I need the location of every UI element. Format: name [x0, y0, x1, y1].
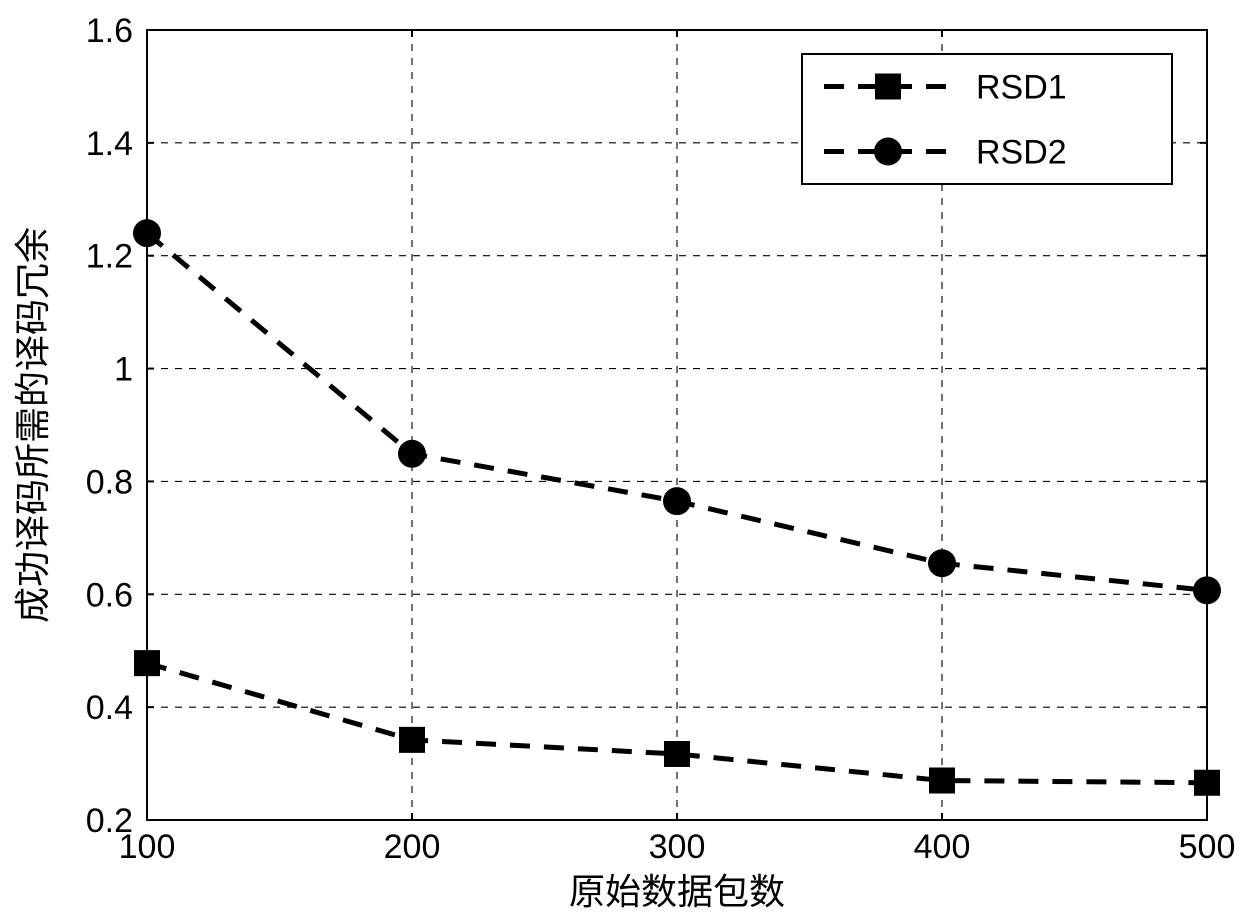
- circle-marker: [133, 219, 161, 247]
- x-tick-label: 400: [914, 828, 971, 866]
- circle-marker: [928, 549, 956, 577]
- x-tick-label: 200: [384, 828, 441, 866]
- y-tick-label: 1: [114, 351, 133, 389]
- legend-label: RSD2: [976, 134, 1067, 172]
- x-tick-label: 500: [1179, 828, 1236, 866]
- square-marker: [875, 74, 901, 100]
- y-tick-label: 0.4: [86, 689, 133, 727]
- y-tick-label: 0.6: [86, 576, 133, 614]
- legend-label: RSD1: [976, 69, 1067, 107]
- circle-marker: [398, 440, 426, 468]
- y-tick-label: 1.4: [86, 125, 133, 163]
- y-tick-label: 0.2: [86, 802, 133, 840]
- chart-container: 1002003004005000.20.40.60.811.21.41.6原始数…: [0, 0, 1240, 916]
- square-marker: [134, 650, 160, 676]
- y-axis-label: 成功译码所需的译码冗余: [12, 227, 53, 623]
- square-marker: [1194, 770, 1220, 796]
- square-marker: [664, 741, 690, 767]
- y-tick-label: 1.6: [86, 12, 133, 50]
- circle-marker: [663, 487, 691, 515]
- y-tick-label: 1.2: [86, 238, 133, 276]
- square-marker: [399, 727, 425, 753]
- y-tick-label: 0.8: [86, 463, 133, 501]
- circle-marker: [874, 138, 902, 166]
- legend: RSD1 RSD2: [802, 54, 1172, 184]
- x-tick-label: 300: [649, 828, 706, 866]
- x-axis-label: 原始数据包数: [569, 871, 785, 912]
- circle-marker: [1193, 576, 1221, 604]
- chart-svg: 1002003004005000.20.40.60.811.21.41.6原始数…: [0, 0, 1240, 916]
- square-marker: [929, 768, 955, 794]
